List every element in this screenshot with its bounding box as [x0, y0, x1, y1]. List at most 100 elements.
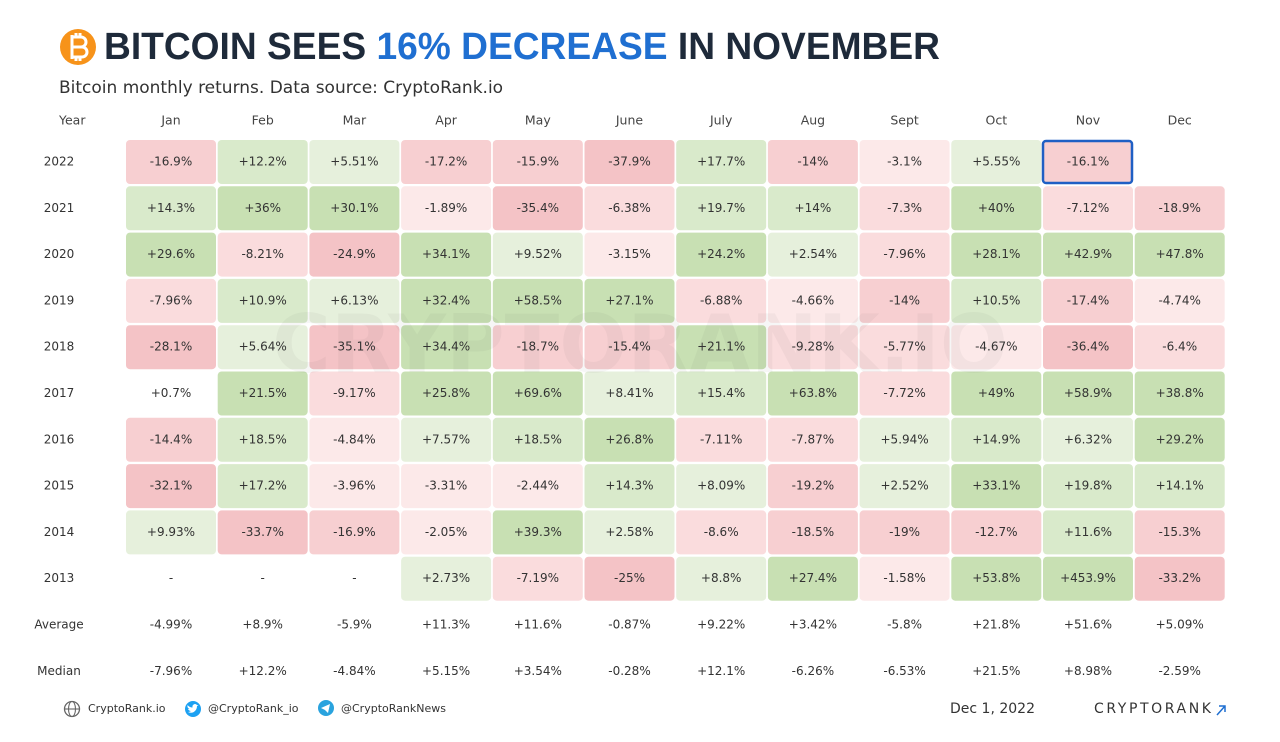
- cell-value: +11.6%: [1064, 525, 1112, 539]
- cell-value: -16.9%: [333, 525, 375, 539]
- cell-bg: [217, 278, 308, 323]
- cell-value: -37.9%: [608, 155, 650, 169]
- cell-value: +26.8%: [605, 432, 653, 446]
- cell-value: +25.8%: [422, 386, 470, 400]
- cell-bg: [767, 464, 858, 509]
- column-header: Aug: [801, 113, 825, 128]
- cell-value: -24.9%: [333, 247, 375, 261]
- cell-value: +0.7%: [151, 386, 192, 400]
- cell-bg: [676, 556, 767, 601]
- cell-bg: [584, 232, 675, 277]
- cell-bg: [767, 140, 858, 184]
- cell-value: +18.5%: [514, 432, 562, 446]
- cell-value: -15.9%: [517, 155, 559, 169]
- brand-arrow: [1216, 705, 1226, 716]
- cell-value: +14.3%: [605, 479, 653, 493]
- cell-value: +9.22%: [697, 618, 745, 632]
- cell-bg: [767, 417, 858, 462]
- cell-bg: [1043, 278, 1133, 323]
- cell-bg: [951, 278, 1042, 323]
- cell-bg: [951, 510, 1042, 555]
- cell-bg: [859, 186, 950, 231]
- cell-value: -6.26%: [792, 664, 834, 678]
- cell-bg: [309, 325, 400, 370]
- cell-bg: [584, 186, 675, 231]
- cell-value: +5.64%: [239, 340, 287, 354]
- cell-value: +8.9%: [242, 618, 283, 632]
- cell-value: -15.3%: [1158, 525, 1200, 539]
- row-label: 2019: [44, 293, 75, 307]
- cell-bg: [951, 140, 1042, 184]
- cell-value: +12.2%: [239, 664, 287, 678]
- subtitle: Bitcoin monthly returns. Data source: Cr…: [59, 78, 503, 98]
- row-label: 2021: [44, 201, 75, 215]
- cell-value: -35.1%: [333, 340, 375, 354]
- cell-bg: [767, 510, 858, 555]
- cell-value: -18.5%: [792, 525, 834, 539]
- cell-value: -2.44%: [517, 479, 559, 493]
- cell-value: +21.8%: [972, 618, 1020, 632]
- footer-link[interactable]: CryptoRank.io: [88, 702, 166, 715]
- cell-bg: [1043, 464, 1133, 509]
- cell-bg: [309, 186, 400, 231]
- cell-bg: [217, 140, 308, 184]
- cell-value: +47.8%: [1156, 247, 1204, 261]
- cell-bg: [309, 371, 400, 416]
- cell-bg: [859, 371, 950, 416]
- cell-bg: [767, 556, 858, 601]
- cell-value: -: [352, 571, 356, 585]
- brand[interactable]: CRYPTORANK: [1094, 701, 1214, 717]
- cell-value: +7.57%: [422, 432, 470, 446]
- cell-value: +10.9%: [239, 293, 287, 307]
- cell-bg: [1134, 232, 1225, 277]
- cell-value: +12.2%: [239, 155, 287, 169]
- cell-value: +21.1%: [697, 340, 745, 354]
- footer-link[interactable]: @CryptoRankNews: [341, 702, 446, 715]
- cell-value: +453.9%: [1060, 571, 1116, 585]
- cell-value: -4.84%: [333, 432, 375, 446]
- cell-bg: [492, 232, 583, 277]
- cell-value: -4.84%: [333, 664, 375, 678]
- cell-bg: [676, 417, 767, 462]
- cell-value: +40%: [978, 201, 1015, 215]
- footer-link[interactable]: @CryptoRank_io: [208, 702, 299, 715]
- title-part: BITCOIN SEES: [104, 26, 376, 68]
- cell-value: -8.6%: [704, 525, 739, 539]
- cell-bg: [309, 464, 400, 509]
- cell-value: +17.7%: [697, 155, 745, 169]
- cell-value: +18.5%: [239, 432, 287, 446]
- cell-value: +8.09%: [697, 479, 745, 493]
- cell-bg: [1043, 556, 1133, 601]
- cell-value: -25%: [614, 571, 645, 585]
- cell-value: -7.3%: [887, 201, 922, 215]
- column-header: Oct: [985, 113, 1007, 128]
- cell-value: -: [261, 571, 265, 585]
- cell-value: +27.4%: [789, 571, 837, 585]
- cell-value: +32.4%: [422, 293, 470, 307]
- cell-value: -4.74%: [1158, 293, 1200, 307]
- cell-value: +19.7%: [697, 201, 745, 215]
- cell-bg: [401, 556, 492, 601]
- cell-value: +29.6%: [147, 247, 195, 261]
- cell-value: -0.28%: [608, 664, 650, 678]
- row-label: 2013: [44, 571, 75, 585]
- cell-bg: [217, 464, 308, 509]
- cell-value: -28.1%: [150, 340, 192, 354]
- cell-value: -7.11%: [700, 432, 742, 446]
- cell-value: +24.2%: [697, 247, 745, 261]
- cell-value: -17.2%: [425, 155, 467, 169]
- cell-value: +3.42%: [789, 618, 837, 632]
- row-label: 2016: [44, 432, 75, 446]
- cell-value: +14.3%: [147, 201, 195, 215]
- cell-bg: [767, 325, 858, 370]
- cell-bg: [951, 417, 1042, 462]
- cell-value: +14%: [795, 201, 832, 215]
- cell-value: -3.15%: [608, 247, 650, 261]
- cell-highlight: [1041, 139, 1134, 185]
- cell-bg: [584, 417, 675, 462]
- column-header: Feb: [252, 113, 274, 128]
- cell-value: -4.66%: [792, 293, 834, 307]
- cell-bg: [401, 140, 492, 184]
- cell-bg: [584, 325, 675, 370]
